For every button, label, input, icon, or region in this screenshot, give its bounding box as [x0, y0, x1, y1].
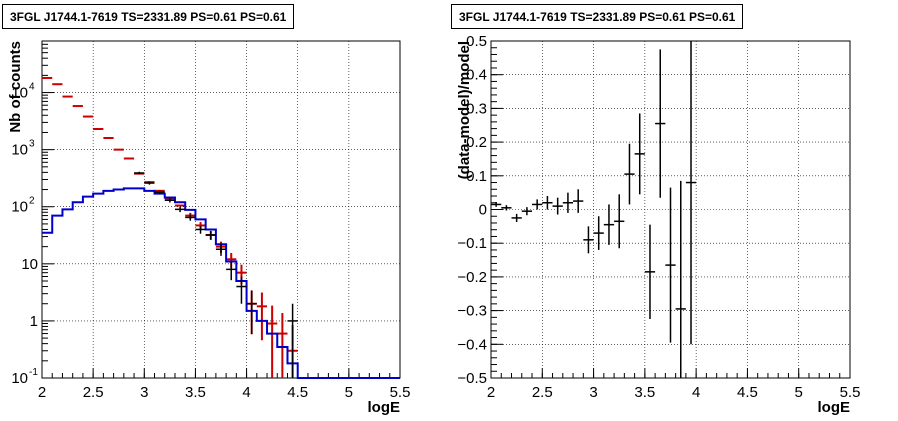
y-tick-label: 10: [11, 199, 28, 216]
y-tick-label: 0.4: [466, 67, 487, 84]
y-tick-label: −0.4: [457, 336, 487, 353]
x-tick-label: 2.5: [532, 384, 553, 401]
y-tick-exponent: 2: [29, 196, 35, 207]
left-plot-title: 3FGL J1744.1-7619 TS=2331.89 PS=0.61 PS=…: [2, 4, 295, 29]
x-tick-label: 2.5: [83, 384, 104, 401]
y-tick-label: 10: [11, 142, 28, 159]
x-tick-label: 3: [589, 384, 597, 401]
y-tick-label: 10: [11, 370, 28, 387]
x-axis-title: logE: [368, 399, 401, 416]
x-tick-label: 4: [692, 384, 700, 401]
y-tick-label: 0.5: [466, 33, 487, 50]
x-tick-label: 5.5: [390, 384, 411, 401]
x-tick-label: 2: [38, 384, 46, 401]
y-tick-label: −0.3: [457, 303, 487, 320]
y-tick-label: −0.5: [457, 370, 487, 387]
x-tick-label: 3.5: [634, 384, 655, 401]
y-tick-label: 0.1: [466, 168, 487, 185]
y-tick-label: 10: [11, 85, 28, 102]
y-tick-label: 0: [479, 202, 487, 219]
y-axis-title: (data-model)/model: [456, 41, 473, 179]
x-tick-label: 4: [242, 384, 250, 401]
y-tick-label: 10: [21, 256, 38, 273]
y-tick-label: 0.3: [466, 100, 487, 117]
x-tick-label: 3.5: [185, 384, 206, 401]
y-tick-exponent: 3: [29, 139, 35, 150]
source-model-step-line: [42, 187, 400, 379]
y-tick-label: 0.2: [466, 134, 487, 151]
y-axis-title: Nb of counts: [7, 41, 24, 133]
y-tick-label: −0.1: [457, 235, 487, 252]
plot-frame: [41, 40, 401, 379]
right-plot-pad: 3FGL J1744.1-7619 TS=2331.89 PS=0.61 PS=…: [449, 0, 898, 421]
y-tick-label: 1: [30, 313, 38, 330]
x-tick-label: 4.5: [287, 384, 308, 401]
x-tick-label: 2: [487, 384, 495, 401]
y-tick-label: −0.2: [457, 269, 487, 286]
x-axis-title: logE: [818, 399, 851, 416]
x-tick-label: 5.5: [840, 384, 861, 401]
right-plot-title: 3FGL J1744.1-7619 TS=2331.89 PS=0.61 PS=…: [451, 4, 744, 29]
left-plot-pad: 3FGL J1744.1-7619 TS=2331.89 PS=0.61 PS=…: [2, 4, 411, 416]
residuals-plot: 2 2.5 3 3.5 4 4.5 5 5.5 −0.5 −0.4 −0.3 −0.2 −0.1 0 0.1…: [456, 33, 861, 416]
x-tick-label: 5: [345, 384, 353, 401]
y-tick-exponent: -1: [29, 367, 38, 378]
x-tick-label: 5: [795, 384, 803, 401]
y-tick-exponent: 4: [29, 82, 35, 93]
x-tick-label: 3: [140, 384, 148, 401]
x-tick-label: 4.5: [737, 384, 758, 401]
